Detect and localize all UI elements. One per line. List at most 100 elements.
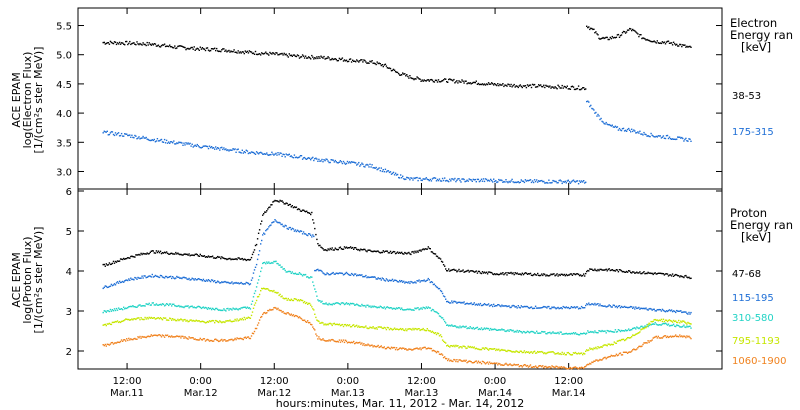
proton-data-point — [425, 329, 427, 332]
proton-data-point — [296, 299, 299, 302]
proton-data-point — [601, 346, 603, 348]
proton-data-point — [688, 276, 690, 278]
electron-data-point — [446, 81, 448, 83]
electron-data-point — [325, 158, 327, 160]
electron-data-point — [327, 56, 329, 58]
proton-data-point — [205, 321, 208, 324]
xtick-date-label: Mar.12 — [184, 388, 218, 399]
proton-data-point — [219, 340, 221, 342]
proton-data-point — [590, 348, 592, 350]
proton-data-point — [183, 337, 185, 339]
proton-data-point — [610, 306, 612, 308]
electron-data-point — [333, 161, 335, 163]
proton-legend-115-195: 115-195 — [732, 293, 774, 304]
proton-data-point — [320, 322, 322, 324]
electron-data-point — [222, 148, 224, 151]
proton-data-point — [584, 275, 586, 277]
proton-data-point — [158, 318, 161, 320]
electron-data-point — [654, 41, 656, 43]
proton-data-point — [334, 247, 336, 249]
electron-data-point — [349, 58, 352, 60]
electron-data-point — [555, 87, 557, 89]
proton-data-point — [408, 251, 410, 254]
proton-data-point — [165, 319, 168, 321]
proton-data-point — [385, 328, 388, 331]
proton-series-310-580 — [102, 260, 692, 336]
proton-data-point — [382, 307, 384, 309]
proton-data-point — [151, 335, 153, 337]
electron-data-point — [132, 42, 134, 44]
proton-data-point — [665, 310, 668, 312]
proton-data-point — [637, 272, 639, 274]
proton-data-point — [408, 328, 410, 330]
electron-data-point — [688, 45, 690, 48]
proton-data-point — [102, 311, 104, 314]
electron-data-point — [324, 159, 326, 162]
electron-data-point — [185, 48, 187, 51]
electron-data-point — [299, 56, 302, 58]
electron-data-point — [429, 178, 431, 181]
proton-data-point — [119, 308, 122, 310]
proton-data-point — [639, 331, 641, 333]
proton-data-point — [476, 348, 479, 350]
proton-data-point — [238, 283, 240, 285]
proton-data-point — [675, 311, 677, 314]
proton-data-point — [219, 309, 221, 311]
proton-data-point — [254, 327, 257, 330]
proton-data-point — [246, 306, 249, 308]
proton-data-point — [542, 331, 544, 333]
proton-data-point — [159, 334, 162, 337]
electron-data-point — [149, 43, 151, 45]
electron-data-point — [432, 177, 435, 179]
proton-data-point — [597, 303, 599, 305]
proton-data-point — [255, 286, 258, 288]
electron-data-point — [482, 178, 485, 180]
proton-data-point — [476, 304, 479, 306]
proton-data-point — [233, 320, 235, 322]
proton-data-point — [285, 271, 287, 273]
proton-data-point — [134, 318, 136, 320]
proton-data-point — [455, 301, 457, 303]
proton-data-point — [288, 226, 290, 229]
proton-data-point — [313, 309, 315, 311]
electron-data-point — [123, 43, 125, 45]
proton-data-point — [116, 309, 119, 311]
proton-data-point — [606, 305, 608, 308]
electron-data-point — [561, 182, 563, 185]
proton-data-point — [385, 278, 388, 280]
proton-data-point — [674, 320, 676, 323]
proton-data-point — [457, 270, 459, 272]
electron-data-point — [501, 84, 503, 86]
proton-data-point — [382, 347, 384, 349]
electron-data-point — [106, 130, 108, 132]
proton-data-point — [615, 353, 618, 355]
proton-data-point — [110, 342, 113, 344]
electron-data-point — [232, 50, 234, 53]
proton-data-point — [600, 346, 602, 348]
proton-data-point — [203, 338, 206, 340]
proton-data-point — [388, 347, 391, 349]
proton-data-point — [138, 337, 140, 339]
proton-data-point — [188, 320, 190, 323]
proton-data-point — [120, 258, 123, 260]
proton-data-point — [449, 324, 451, 327]
proton-data-point — [212, 308, 215, 310]
proton-data-point — [219, 282, 221, 284]
proton-data-point — [233, 282, 235, 284]
proton-data-point — [654, 318, 656, 321]
proton-data-point — [570, 368, 573, 370]
proton-data-point — [364, 344, 366, 347]
electron-data-point — [403, 178, 405, 180]
electron-data-point — [665, 41, 668, 43]
proton-data-point — [124, 319, 126, 321]
electron-data-point — [175, 47, 177, 50]
proton-data-point — [426, 279, 428, 281]
proton-data-point — [508, 330, 510, 332]
proton-data-point — [497, 349, 499, 351]
proton-data-point — [206, 338, 209, 341]
electron-data-point — [585, 88, 587, 90]
electron-data-point — [265, 51, 267, 53]
proton-data-point — [274, 260, 276, 263]
proton-data-point — [281, 266, 283, 268]
proton-data-point — [515, 350, 517, 352]
